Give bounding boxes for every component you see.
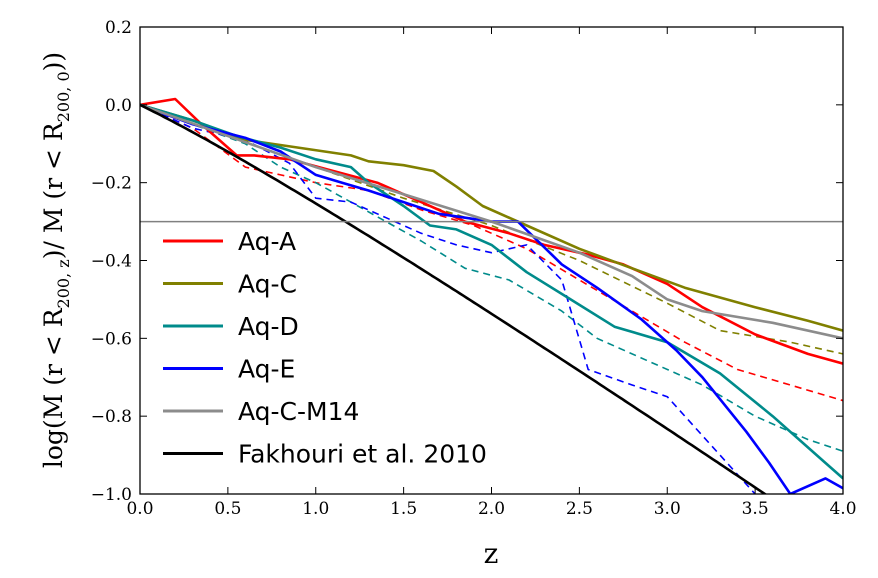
series-line-aq-c-m14 <box>140 103 843 340</box>
legend-label-aq-e: Aq-E <box>238 355 295 384</box>
legend: Aq-A Aq-C Aq-D Aq-E Aq-C-M14 Fakhouri et al. … <box>163 227 487 469</box>
y-tick-label: −0.6 <box>91 329 132 349</box>
ticks-layer: 0.0 0.5 1.0 1.5 2.0 2.5 3.0 3.5 4.0 0.2 0.0 −0.2 −0.… <box>91 18 857 519</box>
series-line-aq-c <box>140 103 843 332</box>
y-axis-title-prefix: log(M (r < R <box>39 307 68 468</box>
x-tick-label: 2.0 <box>478 499 505 519</box>
x-tick-label: 1.0 <box>302 499 329 519</box>
y-tick-label: −0.8 <box>91 407 132 427</box>
y-tick-label: 0.0 <box>105 96 132 116</box>
y-tick-label: −1.0 <box>91 485 132 505</box>
y-tick-label: 0.2 <box>105 18 132 38</box>
y-axis-title-suffix: )) <box>39 52 68 72</box>
x-tick-label: 0.5 <box>214 499 241 519</box>
legend-label-aq-d: Aq-D <box>238 312 299 341</box>
y-tick-label: −0.2 <box>91 174 132 194</box>
series-line-fakhouri-et-al-2010 <box>140 103 768 494</box>
dashed-series-line-9 <box>140 104 756 494</box>
y-axis-title: log(M (r < R200, z)/ M (r < R200, 0)) <box>39 52 73 468</box>
x-tick-label: 3.0 <box>654 499 681 519</box>
y-axis-title-sub2: 200, 0 <box>54 71 73 122</box>
x-tick-label: 1.5 <box>390 499 417 519</box>
x-tick-label: 2.5 <box>566 499 593 519</box>
dashed-series-line-8 <box>140 104 843 452</box>
x-tick-label: 4.0 <box>829 499 856 519</box>
y-axis-title-middle: )/ M (r < R <box>39 121 68 259</box>
legend-label-aq-c-m14: Aq-C-M14 <box>238 397 359 426</box>
series-line-aq-d <box>140 103 843 480</box>
y-tick-label: −0.4 <box>91 252 132 272</box>
legend-label-fakhouri-et-al-2010: Fakhouri et al. 2010 <box>238 440 487 469</box>
x-axis-title: z <box>484 537 499 570</box>
legend-label-aq-a: Aq-A <box>238 227 296 256</box>
legend-label-aq-c: Aq-C <box>238 270 297 299</box>
x-tick-label: 3.5 <box>742 499 769 519</box>
x-tick-label: 0.0 <box>126 499 153 519</box>
y-axis-title-sub1: 200, z <box>54 259 73 308</box>
